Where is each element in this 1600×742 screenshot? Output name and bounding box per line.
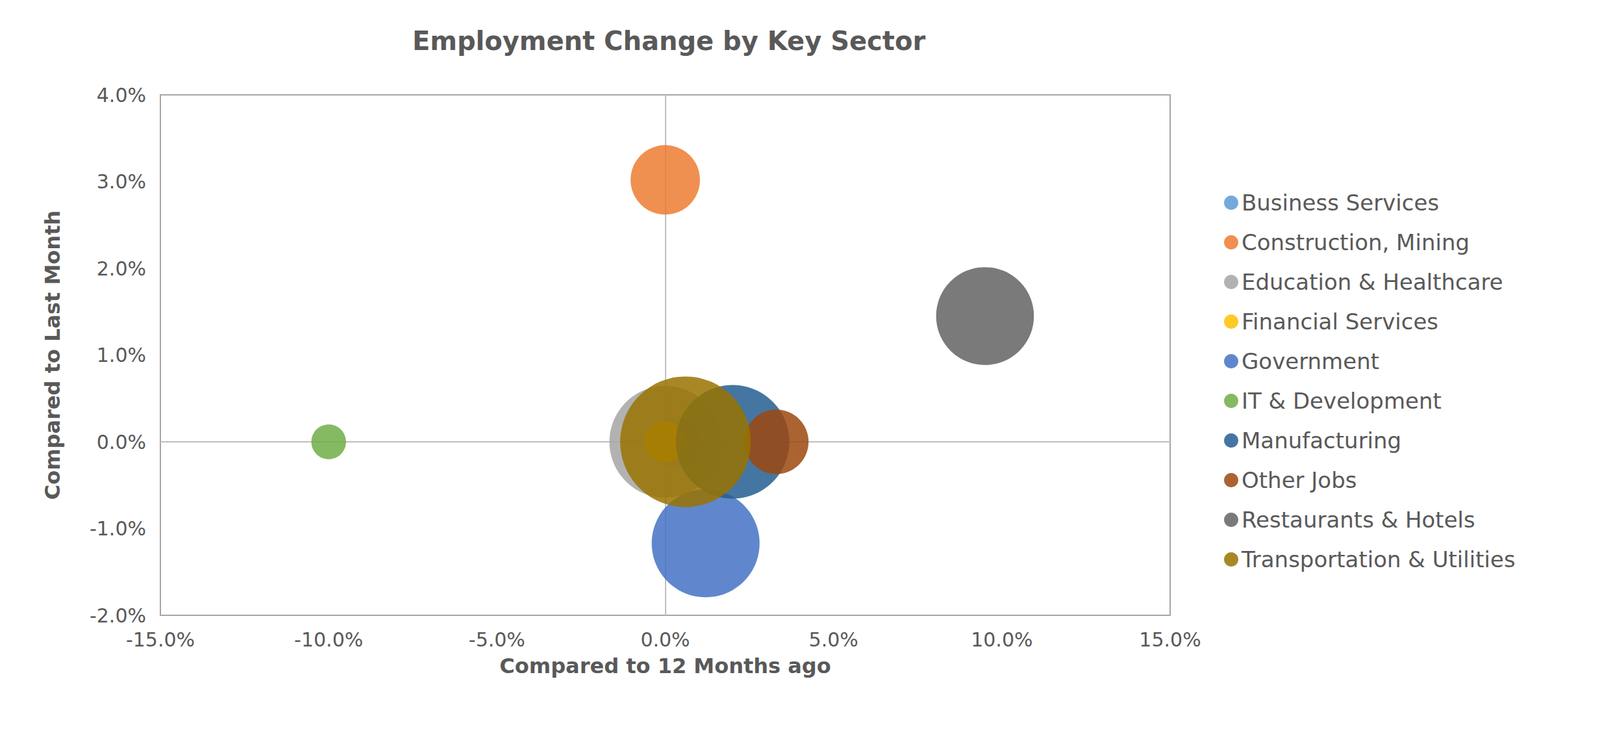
svg-text:Transportation & Utilities: Transportation & Utilities [1240, 546, 1516, 573]
svg-text:Employment Change by Key Secto: Employment Change by Key Sector [412, 25, 926, 56]
svg-text:-15.0%: -15.0% [125, 627, 195, 651]
svg-text:Government: Government [1241, 348, 1380, 375]
svg-text:3.0%: 3.0% [96, 170, 147, 193]
svg-text:Business Services: Business Services [1241, 189, 1439, 216]
svg-text:-10.0%: -10.0% [294, 627, 363, 651]
svg-text:0.0%: 0.0% [640, 627, 690, 651]
svg-text:-2.0%: -2.0% [89, 603, 147, 627]
svg-text:IT & Development: IT & Development [1241, 387, 1442, 414]
svg-text:Manufacturing: Manufacturing [1241, 427, 1402, 454]
svg-text:5.0%: 5.0% [809, 627, 859, 651]
svg-text:Construction, Mining: Construction, Mining [1241, 229, 1470, 256]
svg-text:Other Jobs: Other Jobs [1241, 466, 1357, 493]
svg-text:15.0%: 15.0% [1138, 627, 1201, 651]
svg-text:-1.0%: -1.0% [89, 516, 147, 540]
svg-text:1.0%: 1.0% [96, 343, 147, 367]
svg-text:-5.0%: -5.0% [468, 627, 526, 651]
svg-text:4.0%: 4.0% [96, 83, 147, 107]
svg-text:Compared to Last Month: Compared to Last Month [40, 210, 65, 500]
svg-text:Compared to 12 Months ago: Compared to 12 Months ago [499, 653, 831, 678]
svg-text:Restaurants & Hotels: Restaurants & Hotels [1241, 506, 1476, 533]
svg-text:10.0%: 10.0% [970, 627, 1033, 651]
svg-text:2.0%: 2.0% [96, 257, 147, 280]
svg-text:Financial Services: Financial Services [1241, 308, 1439, 335]
svg-text:0.0%: 0.0% [96, 430, 147, 454]
svg-text:Education & Healthcare: Education & Healthcare [1241, 268, 1504, 295]
